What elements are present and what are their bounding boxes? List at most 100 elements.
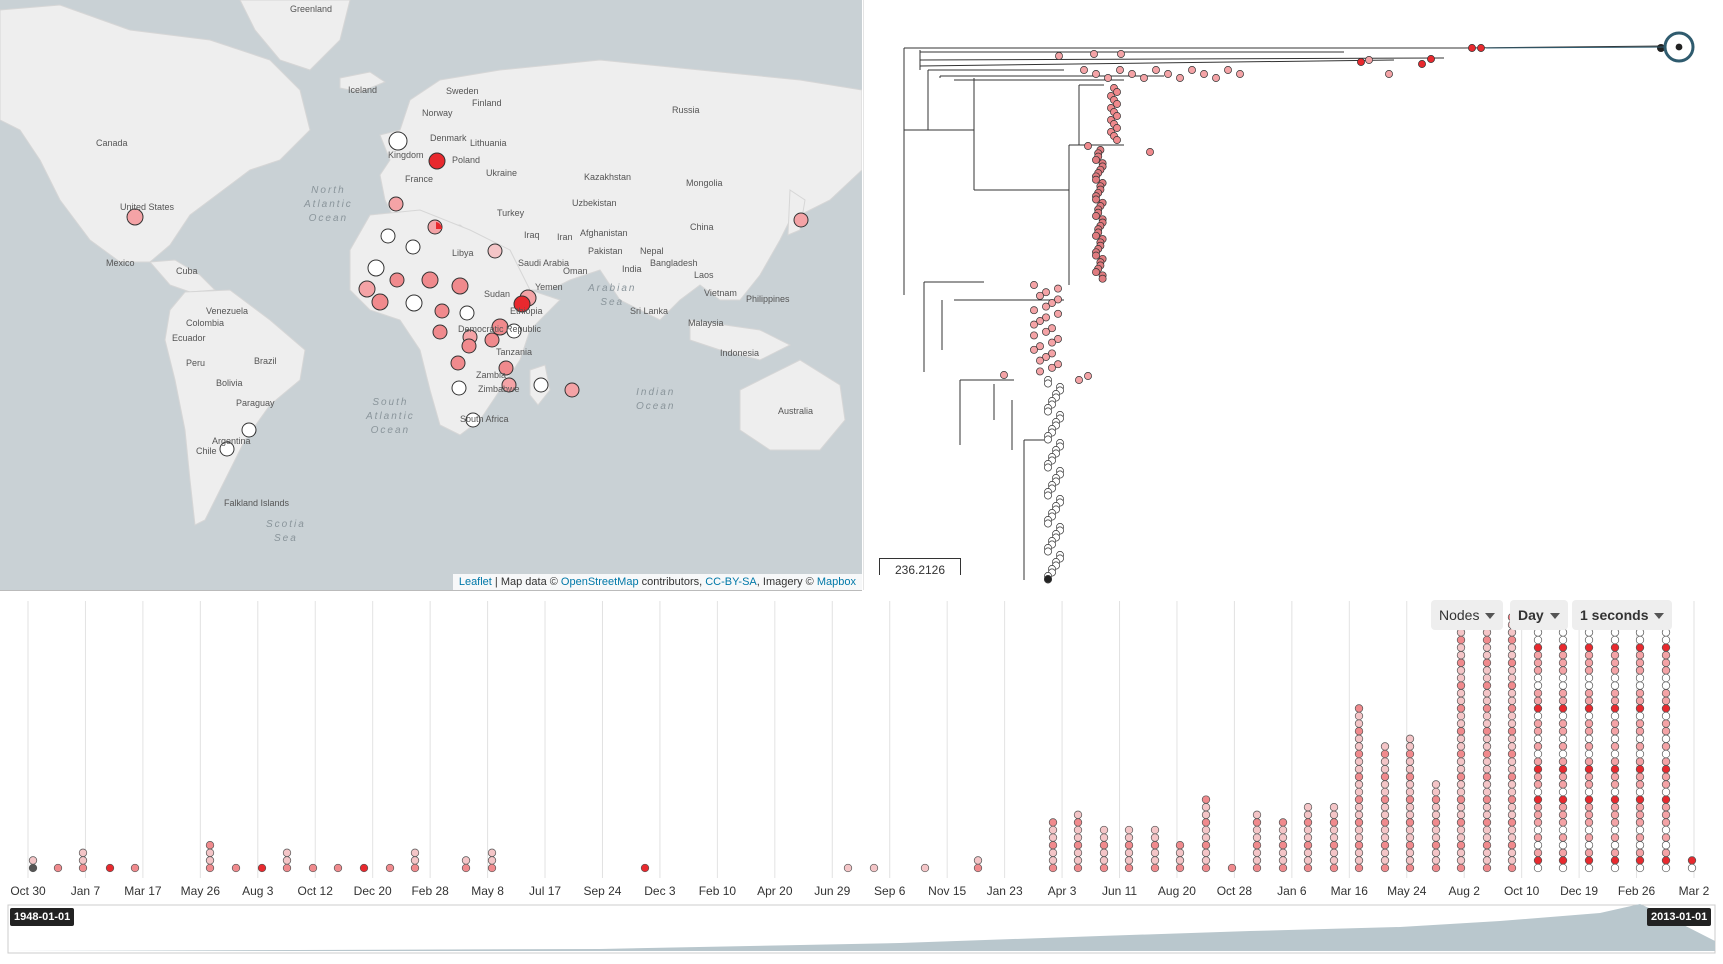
timeline-node[interactable] [1507,719,1517,728]
tree-node[interactable] [1092,251,1100,260]
timeline-node[interactable] [1431,863,1441,873]
timeline-node[interactable] [1661,742,1671,751]
timeline-node[interactable] [1558,863,1568,873]
timeline-node[interactable] [1227,863,1237,873]
timeline-node[interactable] [1431,841,1441,850]
timeline-node[interactable] [1482,704,1492,713]
timeline-node[interactable] [1661,734,1671,743]
timeline-node[interactable] [1584,787,1594,797]
timeline-node[interactable] [1456,780,1466,789]
timeline-node[interactable] [1558,711,1568,721]
timeline-node[interactable] [1610,749,1620,759]
timeline-node[interactable] [1278,863,1288,873]
timeline-node[interactable] [1558,803,1568,812]
tree-node[interactable] [1146,148,1154,156]
timeline-node[interactable] [1482,833,1492,842]
tree-node[interactable] [1054,295,1062,304]
location-marker[interactable] [487,243,503,259]
timeline-node[interactable] [1303,818,1313,827]
timeline-node[interactable] [1405,863,1415,873]
timeline-node[interactable] [1558,818,1568,827]
timeline-node[interactable] [205,863,215,873]
timeline-node[interactable] [410,856,420,865]
timeline-node[interactable] [1073,825,1083,835]
timeline-node[interactable] [1558,810,1568,819]
timeline-node[interactable] [1405,848,1415,857]
timeline-node[interactable] [308,863,318,873]
timeline-node[interactable] [1150,856,1160,865]
timeline-node[interactable] [1201,848,1211,857]
timeline-node[interactable] [1558,833,1568,842]
timeline-node[interactable] [1610,825,1620,835]
timeline-node[interactable] [1584,696,1594,705]
timeline-node[interactable] [1584,841,1594,850]
timeline-node[interactable] [1380,742,1390,751]
timeline-node[interactable] [1558,841,1568,850]
timeline-node[interactable] [1482,719,1492,728]
timeline-node[interactable] [1610,719,1620,728]
timeline-node[interactable] [1405,765,1415,774]
timeline-node[interactable] [1354,818,1364,827]
tree-node[interactable] [1092,212,1100,220]
timeline-node[interactable] [1635,818,1645,827]
timeline-node[interactable] [78,856,88,865]
timeline-node[interactable] [1303,856,1313,865]
timeline-node[interactable] [1456,704,1466,713]
tree-node[interactable] [1117,50,1125,58]
timeline-node[interactable] [1303,841,1313,850]
timeline-node[interactable] [1507,666,1517,675]
timeline-node[interactable] [1533,704,1543,713]
timeline-node[interactable] [1507,696,1517,705]
timeline-node[interactable] [1175,841,1185,850]
tree-node[interactable] [1092,155,1100,164]
tree-node[interactable] [1044,379,1052,388]
timeline-node[interactable] [487,856,497,865]
timeline-node[interactable] [1431,818,1441,827]
timeline-node[interactable] [1635,863,1645,873]
tree-node[interactable] [1113,136,1121,144]
timeline-node[interactable] [78,863,88,873]
timeline-node[interactable] [1661,765,1671,774]
location-marker[interactable] [388,131,408,151]
timeline-node[interactable] [1661,704,1671,713]
timeline-node[interactable] [1431,833,1441,842]
timeline-node[interactable] [1507,856,1517,865]
timeline-node[interactable] [1635,780,1645,789]
tree-node[interactable] [1092,268,1100,277]
timeline-node[interactable] [1482,765,1492,774]
timeline-node[interactable] [1482,696,1492,705]
timeline-node[interactable] [1661,848,1671,857]
timeline-node[interactable] [1610,757,1620,766]
timeline-node[interactable] [333,863,343,873]
timeline-node[interactable] [1533,780,1543,789]
timeline-node[interactable] [1635,856,1645,865]
timeline-node[interactable] [1482,818,1492,827]
timeline-node[interactable] [1533,833,1543,842]
timeline-node[interactable] [920,863,930,873]
timeline-node[interactable] [1099,863,1109,873]
timeline-node[interactable] [1635,825,1645,835]
timeline-node[interactable] [1507,780,1517,789]
timeline-node[interactable] [1635,711,1645,721]
timeline-node[interactable] [1610,666,1620,675]
timeline-node[interactable] [53,863,63,873]
tree-node[interactable] [1044,435,1052,444]
timeline-node[interactable] [1380,749,1390,759]
timeline-node[interactable] [1354,704,1364,713]
timeline-node[interactable] [1354,833,1364,842]
timeline-node[interactable] [1635,803,1645,812]
timeline-node[interactable] [1507,742,1517,751]
granularity-dropdown[interactable]: Day [1510,600,1568,630]
timeline-node[interactable] [1303,833,1313,842]
timeline-node[interactable] [1482,848,1492,857]
timeline-node[interactable] [1661,696,1671,705]
timeline-node[interactable] [1635,704,1645,713]
timeline-node[interactable] [1354,757,1364,766]
timeline-node[interactable] [1405,780,1415,789]
location-marker[interactable] [465,412,481,428]
timeline-node[interactable] [1533,734,1543,743]
timeline-node[interactable] [28,856,38,865]
timeline-node[interactable] [1635,787,1645,797]
timeline-node[interactable] [1303,863,1313,873]
timeline-node[interactable] [282,856,292,865]
